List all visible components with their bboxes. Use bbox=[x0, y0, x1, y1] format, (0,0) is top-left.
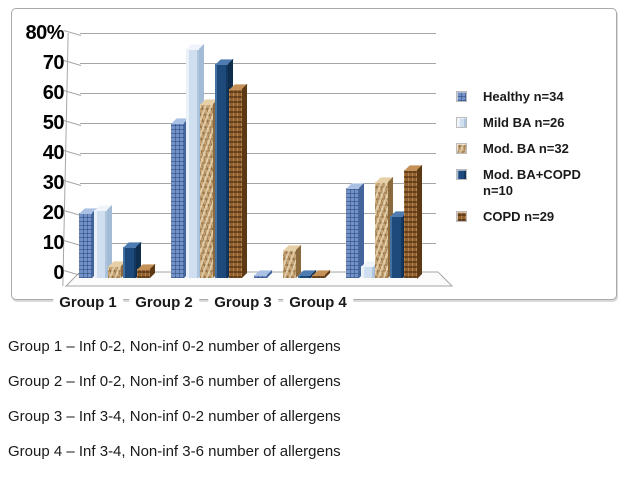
bar-copd-group1 bbox=[137, 268, 150, 278]
bar-mild-group2 bbox=[185, 48, 199, 278]
legend-swatch-healthy bbox=[456, 91, 467, 102]
gridline bbox=[80, 243, 436, 244]
x-axis-labels: Group 1 Group 2 Group 3 Group 4 bbox=[0, 294, 628, 314]
bar-copd-group2 bbox=[229, 88, 242, 278]
bar-modba-group2 bbox=[200, 104, 213, 278]
gridline bbox=[80, 33, 436, 34]
legend: Healthy n=34 Mild BA n=26 Mod. BA n=32 Mod.… bbox=[456, 89, 606, 235]
note-line-2: Group 2 – Inf 0-2, Non-inf 3-6 number of… bbox=[8, 373, 341, 390]
x-tick-label-3: Group 3 bbox=[208, 294, 278, 312]
y-tick-label: 50 bbox=[42, 112, 65, 134]
y-tick-label: 40 bbox=[42, 142, 65, 164]
gridline bbox=[80, 123, 436, 124]
bar-healthy-group1 bbox=[79, 212, 92, 278]
legend-item: COPD n=29 bbox=[456, 209, 606, 225]
legend-swatch-mild bbox=[456, 117, 467, 128]
bar-modba-group4 bbox=[375, 181, 388, 278]
bar-copd-group3 bbox=[312, 274, 325, 278]
gridline bbox=[80, 93, 436, 94]
y-axis-labels: 80% 70 60 50 40 30 20 10 0 bbox=[12, 9, 64, 299]
bar-mild-group1 bbox=[93, 209, 107, 278]
legend-label: COPD n=29 bbox=[483, 209, 555, 224]
bar-healthy-group4 bbox=[346, 188, 359, 278]
bar-healthy-group2 bbox=[171, 123, 184, 278]
y-tick-label: 80% bbox=[25, 22, 64, 44]
gridline bbox=[80, 63, 436, 64]
gridline bbox=[80, 153, 436, 154]
bar-modba-group3 bbox=[283, 250, 296, 278]
note-line-3: Group 3 – Inf 3-4, Non-inf 0-2 number of… bbox=[8, 408, 341, 425]
plot-area: 80% 70 60 50 40 30 20 10 0 bbox=[12, 9, 616, 299]
chart-frame: 80% 70 60 50 40 30 20 10 0 Healthy n=34 Mild BA n… bbox=[11, 8, 617, 300]
bar-copd-group4 bbox=[404, 169, 417, 278]
legend-label: Mod. BA n=32 bbox=[483, 141, 569, 156]
legend-label: Mild BA n=26 bbox=[483, 115, 565, 130]
note-line-4: Group 4 – Inf 3-4, Non-inf 3-6 number of… bbox=[8, 443, 341, 460]
gridline bbox=[80, 213, 436, 214]
legend-label: Healthy n=34 bbox=[483, 89, 564, 104]
bar-navy-group1 bbox=[122, 247, 136, 278]
legend-swatch-navy bbox=[456, 169, 467, 180]
bar-series-container bbox=[12, 9, 616, 299]
y-tick-label: 0 bbox=[53, 262, 64, 284]
y-tick-label: 70 bbox=[42, 52, 65, 74]
bar-healthy-group3 bbox=[254, 274, 267, 278]
group-notes: Group 1 – Inf 0-2, Non-inf 0-2 number of… bbox=[8, 338, 608, 478]
legend-swatch-copd bbox=[456, 211, 467, 222]
y-tick-label: 10 bbox=[42, 232, 65, 254]
bar-navy-group3 bbox=[297, 274, 311, 278]
y-tick-label: 60 bbox=[42, 82, 65, 104]
legend-item: Mod. BA+COPD n=10 bbox=[456, 167, 606, 199]
gridline bbox=[80, 183, 436, 184]
y-tick-label: 30 bbox=[42, 172, 65, 194]
legend-item: Mild BA n=26 bbox=[456, 115, 606, 131]
bar-navy-group2 bbox=[214, 64, 228, 278]
bar-modba-group1 bbox=[108, 265, 121, 278]
x-tick-label-4: Group 4 bbox=[283, 294, 353, 312]
legend-item: Mod. BA n=32 bbox=[456, 141, 606, 157]
bar-navy-group4 bbox=[389, 216, 403, 278]
legend-label: Mod. BA+COPD n=10 bbox=[483, 167, 581, 198]
note-line-1: Group 1 – Inf 0-2, Non-inf 0-2 number of… bbox=[8, 338, 341, 355]
y-tick-label: 20 bbox=[42, 202, 65, 224]
legend-swatch-modba bbox=[456, 143, 467, 154]
legend-item: Healthy n=34 bbox=[456, 89, 606, 105]
x-tick-label-2: Group 2 bbox=[129, 294, 199, 312]
bar-mild-group4 bbox=[360, 265, 374, 278]
x-tick-label-1: Group 1 bbox=[53, 294, 123, 312]
